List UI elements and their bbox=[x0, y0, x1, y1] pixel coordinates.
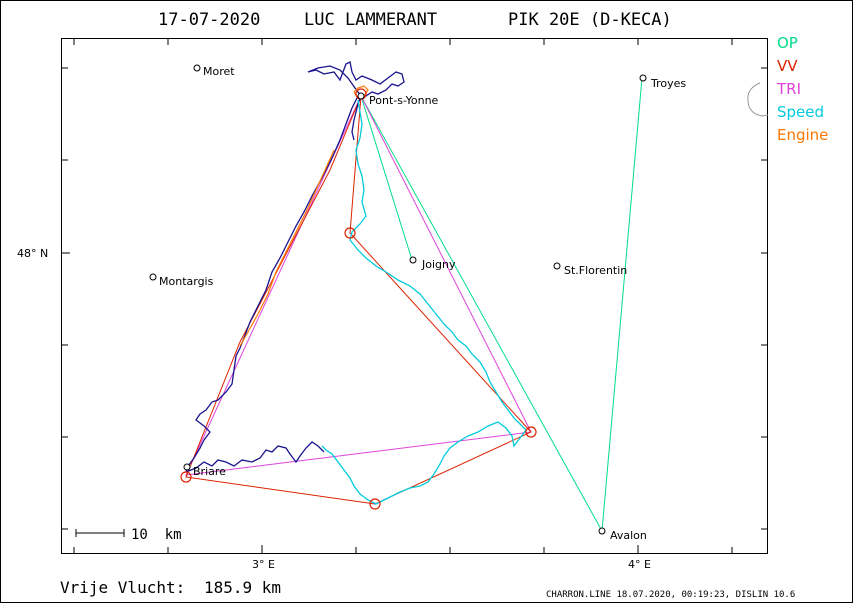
town-marker-montargis bbox=[149, 273, 157, 281]
lat-ticks bbox=[62, 67, 767, 530]
town-label-troyes: Troyes bbox=[650, 77, 686, 90]
town-label-moret: Moret bbox=[203, 65, 235, 78]
legend-speed: Speed bbox=[777, 103, 824, 121]
vv-lines bbox=[185, 95, 532, 505]
town-label-avalon: Avalon bbox=[610, 529, 647, 542]
tri-lines bbox=[185, 95, 532, 476]
scale-bar-label: 10 km bbox=[131, 527, 182, 543]
town-marker-troyes bbox=[639, 74, 647, 82]
map-frame bbox=[61, 38, 768, 554]
header-glider: PIK 20E (D-KECA) bbox=[508, 10, 672, 30]
flight-track bbox=[185, 61, 405, 473]
legend-tri: TRI bbox=[776, 80, 801, 98]
distance-label: Vrije Vlucht: bbox=[60, 578, 185, 597]
border-fragment bbox=[747, 82, 769, 117]
legend-op: OP bbox=[777, 34, 798, 52]
turnpoints bbox=[180, 88, 537, 510]
town-label-stflorentin: St.Florentin bbox=[564, 264, 627, 277]
header-pilot: LUC LAMMERANT bbox=[304, 10, 437, 30]
town-marker-briare bbox=[183, 463, 191, 471]
lon-ticks bbox=[73, 39, 733, 553]
town-marker-stflorentin bbox=[553, 262, 561, 270]
town-marker-avalon bbox=[598, 527, 606, 535]
town-markers bbox=[149, 64, 647, 535]
town-label-montargis: Montargis bbox=[159, 275, 214, 288]
legend-vv: VV bbox=[777, 57, 798, 75]
header-date: 17-07-2020 bbox=[158, 10, 260, 30]
credits: CHARRON.LINE 18.07.2020, 00:19:23, DISLI… bbox=[546, 590, 795, 600]
town-marker-pont bbox=[357, 92, 365, 100]
lon-label-3: 3° E bbox=[252, 558, 275, 571]
town-marker-moret bbox=[193, 64, 201, 72]
lat-label: 48° N bbox=[17, 247, 48, 260]
distance-value: 185.9 km bbox=[204, 578, 281, 597]
legend-engine: Engine bbox=[777, 126, 828, 144]
town-label-pont: Pont-s-Yonne bbox=[369, 94, 439, 107]
op-lines bbox=[360, 77, 643, 533]
town-marker-joigny bbox=[409, 256, 417, 264]
town-label-joigny: Joigny bbox=[421, 258, 456, 271]
speed-track bbox=[321, 99, 527, 505]
scale-bar bbox=[75, 529, 125, 537]
lon-label-4: 4° E bbox=[628, 558, 651, 571]
town-label-briare: Briare bbox=[193, 465, 226, 478]
